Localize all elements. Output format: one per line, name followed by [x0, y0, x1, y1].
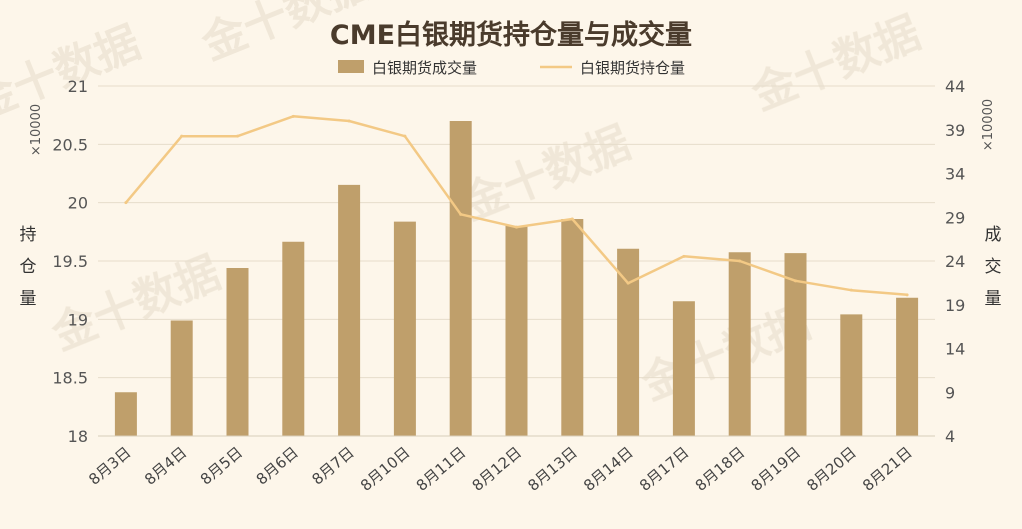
- chart-title: CME白银期货持仓量与成交量: [330, 19, 692, 51]
- y-axis-right: 4 9 14 19 24 29 34 39 44 ×10000 成交量: [945, 77, 1002, 446]
- watermark-logo: 金十数据: [454, 117, 637, 231]
- x-tick-label: 8月4日: [141, 443, 190, 488]
- line-point: [291, 114, 295, 118]
- bar: [784, 253, 807, 436]
- y-right-axis-label: 量: [985, 289, 1002, 309]
- bar: [393, 221, 416, 436]
- x-tick-label: 8月17日: [636, 443, 692, 494]
- y-axis-left: 18 18.5 19 19.5 20 20.5 21 ×10000 持仓量: [20, 77, 89, 446]
- y-right-tick-label: 34: [945, 165, 965, 184]
- line-point: [515, 225, 518, 229]
- line-point: [124, 201, 128, 205]
- x-tick-label: 8月7日: [308, 443, 357, 488]
- y-left-tick-label: 18.5: [52, 369, 88, 388]
- x-tick-label: 8月10日: [357, 443, 413, 494]
- x-tick-label: 8月11日: [413, 443, 469, 494]
- bar: [114, 392, 137, 436]
- line-point: [403, 134, 407, 138]
- bar-series: [114, 121, 919, 436]
- y-left-tick-label: 18: [68, 427, 88, 446]
- legend: 白银期货成交量 白银期货持仓量: [338, 59, 685, 77]
- y-right-tick-label: 9: [945, 383, 955, 402]
- legend-label-line: 白银期货持仓量: [580, 59, 685, 77]
- x-tick-label: 8月6日: [253, 443, 302, 488]
- x-tick-label: 8月5日: [197, 443, 246, 488]
- watermark-logo: 金十数据: [0, 17, 147, 131]
- watermark-logo: 金十数据: [744, 7, 927, 121]
- y-right-tick-label: 14: [945, 340, 965, 359]
- x-tick-label: 8月14日: [580, 443, 636, 494]
- y-left-axis-label: 仓: [20, 257, 37, 277]
- y-left-tick-label: 19: [68, 310, 88, 329]
- y-right-tick-label: 44: [945, 77, 965, 96]
- legend-swatch-bar: [338, 60, 364, 73]
- y-right-axis-label: 交: [985, 257, 1002, 277]
- bar: [617, 248, 640, 436]
- line-point: [459, 212, 463, 216]
- x-tick-label: 8月3日: [85, 443, 134, 488]
- line-point: [849, 288, 853, 292]
- bar: [896, 297, 919, 436]
- y-right-tick-label: 19: [945, 296, 965, 315]
- y-left-tick-label: 21: [68, 77, 88, 96]
- legend-label-bar: 白银期货成交量: [372, 59, 477, 77]
- y-left-tick-label: 19.5: [52, 252, 88, 271]
- bar: [449, 121, 472, 436]
- bar: [282, 241, 305, 436]
- y-left-unit: ×10000: [29, 104, 44, 156]
- line-point: [180, 134, 184, 138]
- y-right-axis-label: 成: [985, 225, 1002, 245]
- y-right-tick-label: 4: [945, 427, 955, 446]
- line-point: [794, 279, 797, 283]
- y-right-tick-label: 29: [945, 208, 965, 227]
- x-tick-label: 8月21日: [859, 443, 915, 494]
- x-tick-label: 8月12日: [469, 443, 525, 494]
- bar: [505, 226, 528, 436]
- x-tick-label: 8月19日: [748, 443, 804, 494]
- y-left-tick-label: 20: [68, 194, 88, 213]
- bar: [728, 252, 751, 436]
- line-point: [236, 134, 239, 138]
- y-left-axis-label: 量: [20, 289, 37, 309]
- bar: [672, 301, 695, 436]
- line-point: [570, 217, 574, 221]
- x-tick-label: 8月13日: [524, 443, 580, 494]
- line-series: [124, 114, 909, 297]
- line-point: [347, 119, 351, 123]
- line-point: [905, 293, 909, 297]
- y-left-tick-label: 20.5: [52, 135, 88, 154]
- bar: [226, 268, 249, 436]
- y-right-tick-label: 39: [945, 121, 965, 140]
- x-tick-label: 8月20日: [803, 443, 859, 494]
- x-axis: 8月3日 8月4日 8月5日 8月6日 8月7日 8月10日 8月11日 8月12日 8月13日…: [85, 435, 935, 495]
- y-left-axis-label: 持: [20, 225, 37, 245]
- bar: [338, 184, 361, 436]
- bar: [561, 219, 584, 436]
- y-right-tick-label: 24: [945, 252, 965, 271]
- y-right-unit: ×10000: [981, 99, 996, 151]
- bar: [170, 320, 193, 436]
- line-point: [738, 259, 742, 263]
- line-point: [626, 281, 630, 285]
- line-point: [682, 254, 686, 258]
- x-tick-label: 8月18日: [692, 443, 748, 494]
- bar: [840, 314, 863, 436]
